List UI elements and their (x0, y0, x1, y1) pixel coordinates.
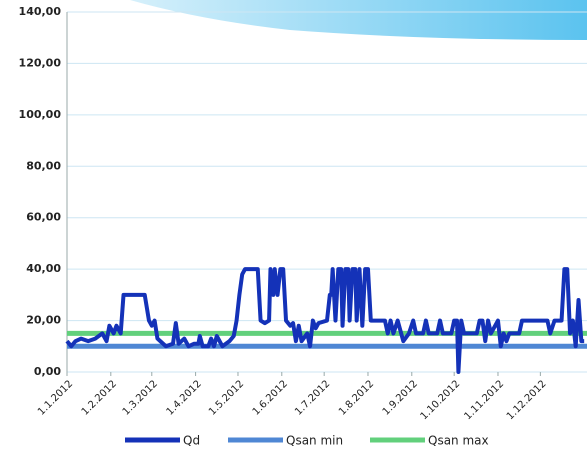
legend-label: Qd (183, 434, 200, 448)
y-tick-label: 100,00 (19, 108, 62, 121)
x-tick-label: 1.7.2012 (293, 378, 332, 417)
y-tick-label: 20,00 (26, 314, 61, 327)
x-tick-label: 1.3.2012 (121, 378, 160, 417)
legend-label: Qsan max (428, 434, 489, 448)
legend-label: Qsan min (286, 434, 343, 448)
y-tick-label: 60,00 (26, 211, 61, 224)
series-line (65, 267, 585, 374)
x-tick-label: 1.9.2012 (381, 378, 420, 417)
y-tick-label: 80,00 (26, 159, 61, 172)
x-tick-label: 1.6.2012 (251, 378, 290, 417)
x-tick-label: 1.8.2012 (337, 378, 376, 417)
x-tick-label: 1.1.2012 (36, 378, 75, 417)
y-tick-label: 0,00 (34, 365, 61, 378)
x-tick-label: 1.11.2012 (462, 378, 506, 422)
x-tick-label: 1.12.2012 (505, 378, 549, 422)
decoration (499, 44, 587, 61)
y-tick-label: 40,00 (26, 262, 61, 275)
x-tick-label: 1.4.2012 (165, 378, 204, 417)
y-tick-label: 140,00 (19, 5, 62, 18)
x-tick-label: 1.2.2012 (80, 378, 119, 417)
y-tick-label: 120,00 (19, 56, 62, 69)
x-tick-label: 1.10.2012 (419, 378, 463, 422)
x-tick-label: 1.5.2012 (207, 378, 246, 417)
decoration (130, 0, 587, 40)
